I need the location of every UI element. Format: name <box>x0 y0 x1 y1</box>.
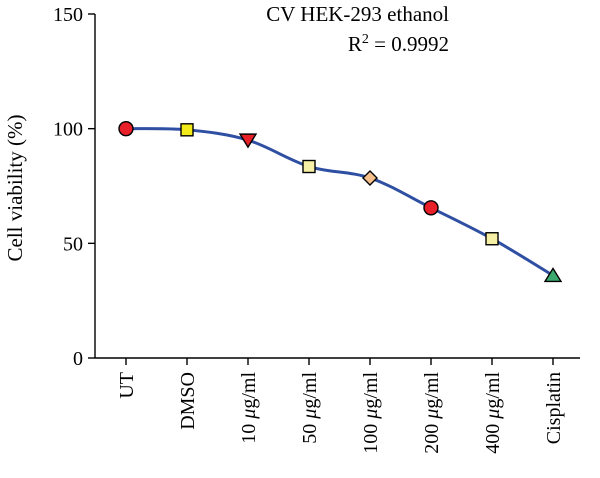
x-tick-label: DMSO <box>177 372 199 430</box>
y-tick-label: 50 <box>63 233 83 255</box>
data-point <box>118 120 134 137</box>
chart-title: CV HEK-293 ethanol <box>266 2 449 26</box>
y-axis-label: Cell viability (%) <box>3 115 27 262</box>
x-tick-label: 10 μg/ml <box>238 372 260 444</box>
data-point <box>543 267 563 283</box>
y-tick-label: 150 <box>53 4 83 26</box>
y-tick-label: 100 <box>53 119 83 141</box>
y-tick-label: 0 <box>73 348 83 370</box>
data-point <box>302 159 316 174</box>
x-tick-label: 400 μg/ml <box>482 372 504 454</box>
x-tick-label: Cisplatin <box>543 372 565 444</box>
r-squared-superscript: 2 <box>362 32 369 47</box>
series-line <box>125 127 554 277</box>
data-point <box>362 169 378 186</box>
x-tick-label: 50 μg/ml <box>299 372 321 444</box>
r-squared-value: = 0.9992 <box>369 32 449 56</box>
data-point <box>238 133 258 149</box>
r-squared-annotation: R2 = 0.9992 <box>348 32 449 56</box>
data-point <box>180 123 194 137</box>
r-squared-prefix: R <box>348 32 362 56</box>
x-axis-ticks: UT DMSO 10 μg/ml 50 μg/ml 100 μg/ml 200 μg/ml… <box>116 358 565 454</box>
data-point <box>485 232 499 246</box>
axes <box>94 14 580 359</box>
x-tick-label: 100 μg/ml <box>360 372 382 454</box>
data-point <box>423 200 439 216</box>
data-points <box>118 120 563 283</box>
y-axis-ticks: 0 50 100 150 <box>53 4 95 370</box>
x-tick-label: 200 μg/ml <box>421 372 443 454</box>
x-tick-label: UT <box>116 372 138 399</box>
